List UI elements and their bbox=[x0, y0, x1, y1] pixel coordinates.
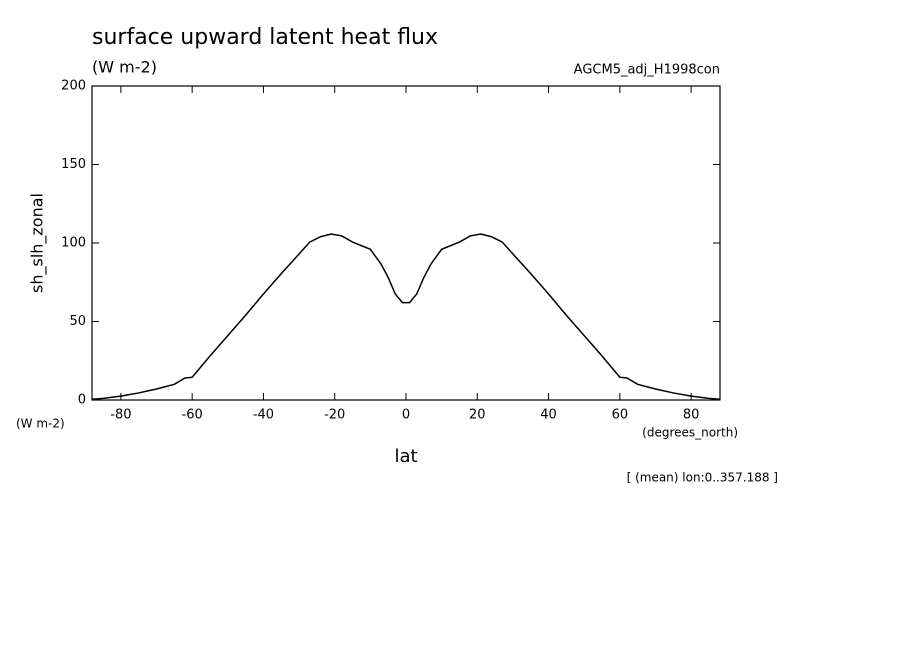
y-tick-label: 200 bbox=[61, 79, 86, 94]
y-tick-label: 100 bbox=[61, 236, 86, 251]
x-tick-label: 20 bbox=[469, 408, 486, 423]
y-tick-label: 0 bbox=[78, 393, 86, 408]
run-name: AGCM5_adj_H1998con bbox=[574, 63, 720, 78]
data-line bbox=[92, 233, 720, 400]
plot-frame bbox=[91, 85, 721, 401]
y-axis-label: sh_slh_zonal bbox=[28, 193, 48, 293]
chart-title: surface upward latent heat flux bbox=[92, 25, 438, 50]
y-units: (W m-2) bbox=[16, 417, 65, 431]
x-units: (degrees_north) bbox=[642, 426, 738, 440]
x-tick-label: 40 bbox=[540, 408, 557, 423]
x-tick-label: -40 bbox=[253, 408, 274, 423]
x-tick-label: 80 bbox=[683, 408, 700, 423]
y-tick-label: 150 bbox=[61, 157, 86, 172]
units: (W m-2) bbox=[92, 58, 157, 77]
x-axis-label: lat bbox=[394, 446, 417, 467]
x-tick-label: -20 bbox=[324, 408, 345, 423]
note: [ (mean) lon:0..357.188 ] bbox=[627, 471, 778, 485]
x-tick-label: -60 bbox=[182, 408, 203, 423]
x-tick-label: 60 bbox=[612, 408, 629, 423]
x-tick-label: 0 bbox=[402, 408, 410, 423]
y-tick-label: 50 bbox=[69, 314, 86, 329]
x-tick-label: -80 bbox=[110, 408, 131, 423]
